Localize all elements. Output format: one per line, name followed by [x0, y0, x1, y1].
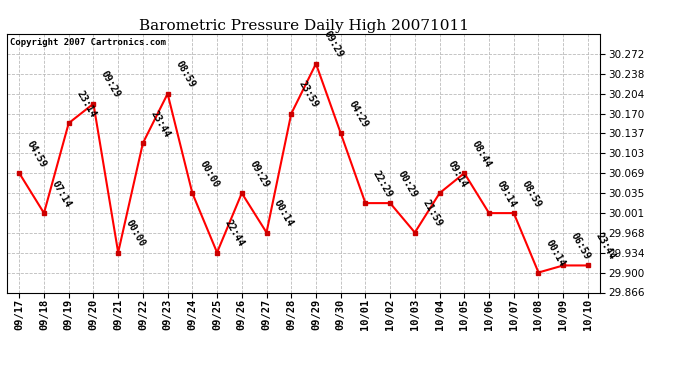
Text: 09:29: 09:29 — [322, 29, 345, 60]
Text: 06:59: 06:59 — [569, 231, 592, 261]
Text: 09:14: 09:14 — [445, 159, 469, 189]
Text: 08:44: 08:44 — [470, 138, 493, 169]
Text: 21:59: 21:59 — [420, 198, 444, 228]
Text: 00:29: 00:29 — [395, 168, 419, 199]
Text: 04:29: 04:29 — [346, 99, 370, 129]
Text: 23:44: 23:44 — [593, 231, 617, 261]
Text: 00:00: 00:00 — [198, 159, 221, 189]
Text: 09:29: 09:29 — [99, 69, 122, 100]
Text: 23:14: 23:14 — [75, 88, 97, 119]
Text: 23:59: 23:59 — [297, 79, 320, 110]
Text: 04:59: 04:59 — [25, 138, 48, 169]
Text: 00:14: 00:14 — [544, 238, 567, 268]
Text: Copyright 2007 Cartronics.com: Copyright 2007 Cartronics.com — [10, 38, 166, 46]
Text: 08:59: 08:59 — [520, 178, 542, 209]
Text: 00:14: 00:14 — [272, 198, 295, 228]
Text: 22:44: 22:44 — [223, 218, 246, 248]
Text: 08:59: 08:59 — [173, 59, 197, 90]
Text: 23:44: 23:44 — [148, 108, 172, 139]
Title: Barometric Pressure Daily High 20071011: Barometric Pressure Daily High 20071011 — [139, 19, 469, 33]
Text: 09:14: 09:14 — [495, 178, 518, 209]
Text: 00:00: 00:00 — [124, 218, 147, 248]
Text: 07:14: 07:14 — [50, 178, 73, 209]
Text: 09:29: 09:29 — [247, 159, 270, 189]
Text: 22:29: 22:29 — [371, 168, 394, 199]
